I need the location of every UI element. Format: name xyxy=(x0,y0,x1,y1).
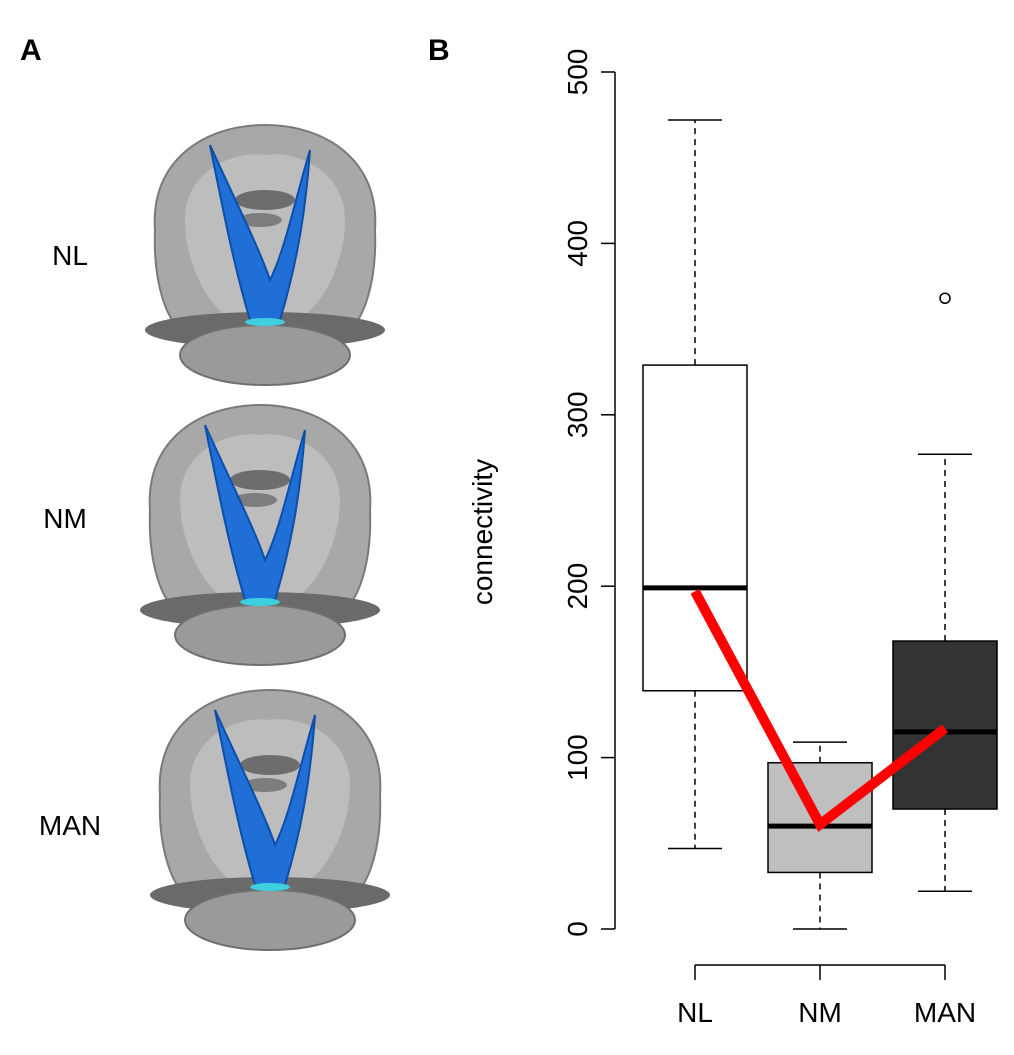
box xyxy=(642,364,748,692)
row-label: NM xyxy=(43,503,87,534)
row-label: NL xyxy=(52,240,88,271)
brain-image xyxy=(144,124,386,386)
x-tick-label: NL xyxy=(677,997,713,1028)
mean-line xyxy=(690,588,949,832)
panel-label: A xyxy=(20,34,42,67)
brain-image xyxy=(139,404,381,666)
x-tick-label: NM xyxy=(798,997,842,1028)
y-tick-label: 500 xyxy=(562,49,593,96)
panel-label: B xyxy=(428,34,450,67)
x-tick-label: MAN xyxy=(914,997,976,1028)
y-tick-label: 400 xyxy=(562,220,593,267)
brain-image xyxy=(149,689,391,951)
outlier xyxy=(939,292,951,304)
y-tick-label: 200 xyxy=(562,563,593,610)
row-label: MAN xyxy=(39,810,101,841)
y-axis-label: connectivity xyxy=(467,459,498,605)
y-tick-label: 100 xyxy=(562,734,593,781)
y-tick-label: 300 xyxy=(562,391,593,438)
y-tick-label: 0 xyxy=(562,921,593,937)
box xyxy=(892,640,998,810)
